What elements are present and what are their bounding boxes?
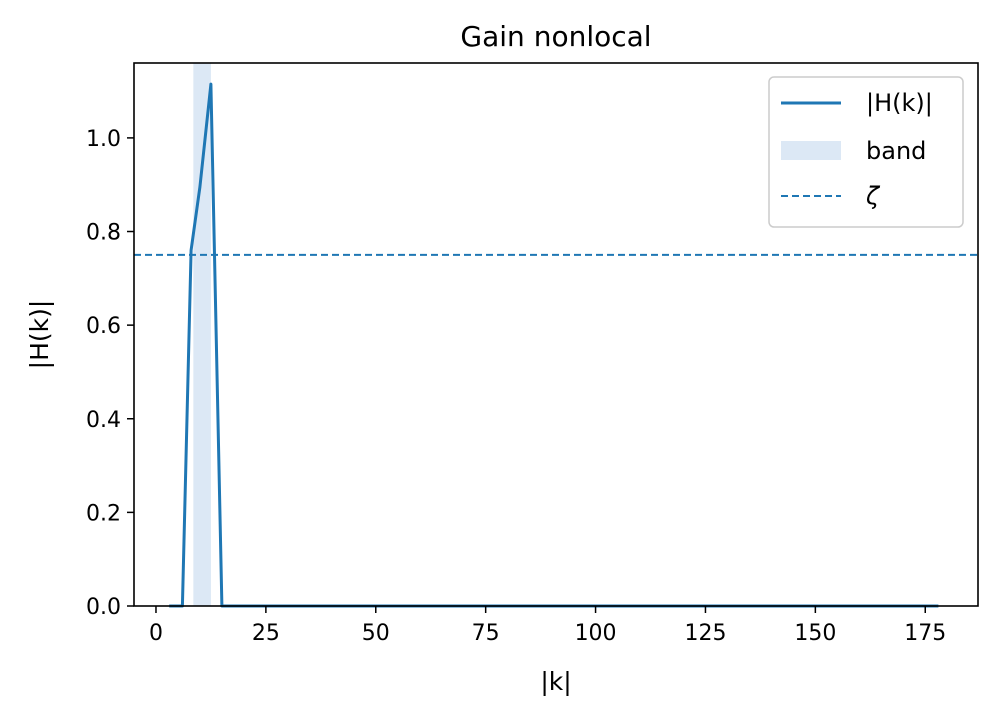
y-tick-label: 0.2 xyxy=(86,501,121,526)
legend-zeta-label: ζ xyxy=(865,182,881,210)
x-tick-label: 50 xyxy=(362,621,390,646)
y-axis-label: |H(k)| xyxy=(25,300,54,370)
x-tick-label: 25 xyxy=(252,621,280,646)
y-tick-label: 1.0 xyxy=(86,127,121,152)
x-tick-label: 175 xyxy=(904,621,946,646)
x-tick-label: 100 xyxy=(575,621,617,646)
x-tick-label: 150 xyxy=(794,621,836,646)
chart-title: Gain nonlocal xyxy=(460,20,651,53)
legend-box xyxy=(768,76,964,228)
plot-frame xyxy=(133,62,979,607)
y-tick-label: 0.0 xyxy=(86,595,121,620)
y-tick-label: 0.6 xyxy=(86,314,121,339)
legend: |H(k)| band ζ xyxy=(768,76,964,228)
legend-series-label: |H(k)| xyxy=(866,89,933,117)
x-axis-ticks: 0 25 50 75 100 125 150 175 xyxy=(149,606,946,646)
legend-band-swatch xyxy=(781,141,841,160)
y-axis-ticks: 0.0 0.2 0.4 0.6 0.8 1.0 xyxy=(86,127,134,620)
x-tick-label: 125 xyxy=(684,621,726,646)
band-region xyxy=(193,63,211,606)
y-tick-label: 0.8 xyxy=(86,221,121,246)
x-tick-label: 0 xyxy=(149,621,163,646)
x-axis-label: |k| xyxy=(540,667,571,696)
y-tick-label: 0.4 xyxy=(86,408,121,433)
x-tick-label: 75 xyxy=(472,621,500,646)
legend-band-label: band xyxy=(866,137,926,165)
